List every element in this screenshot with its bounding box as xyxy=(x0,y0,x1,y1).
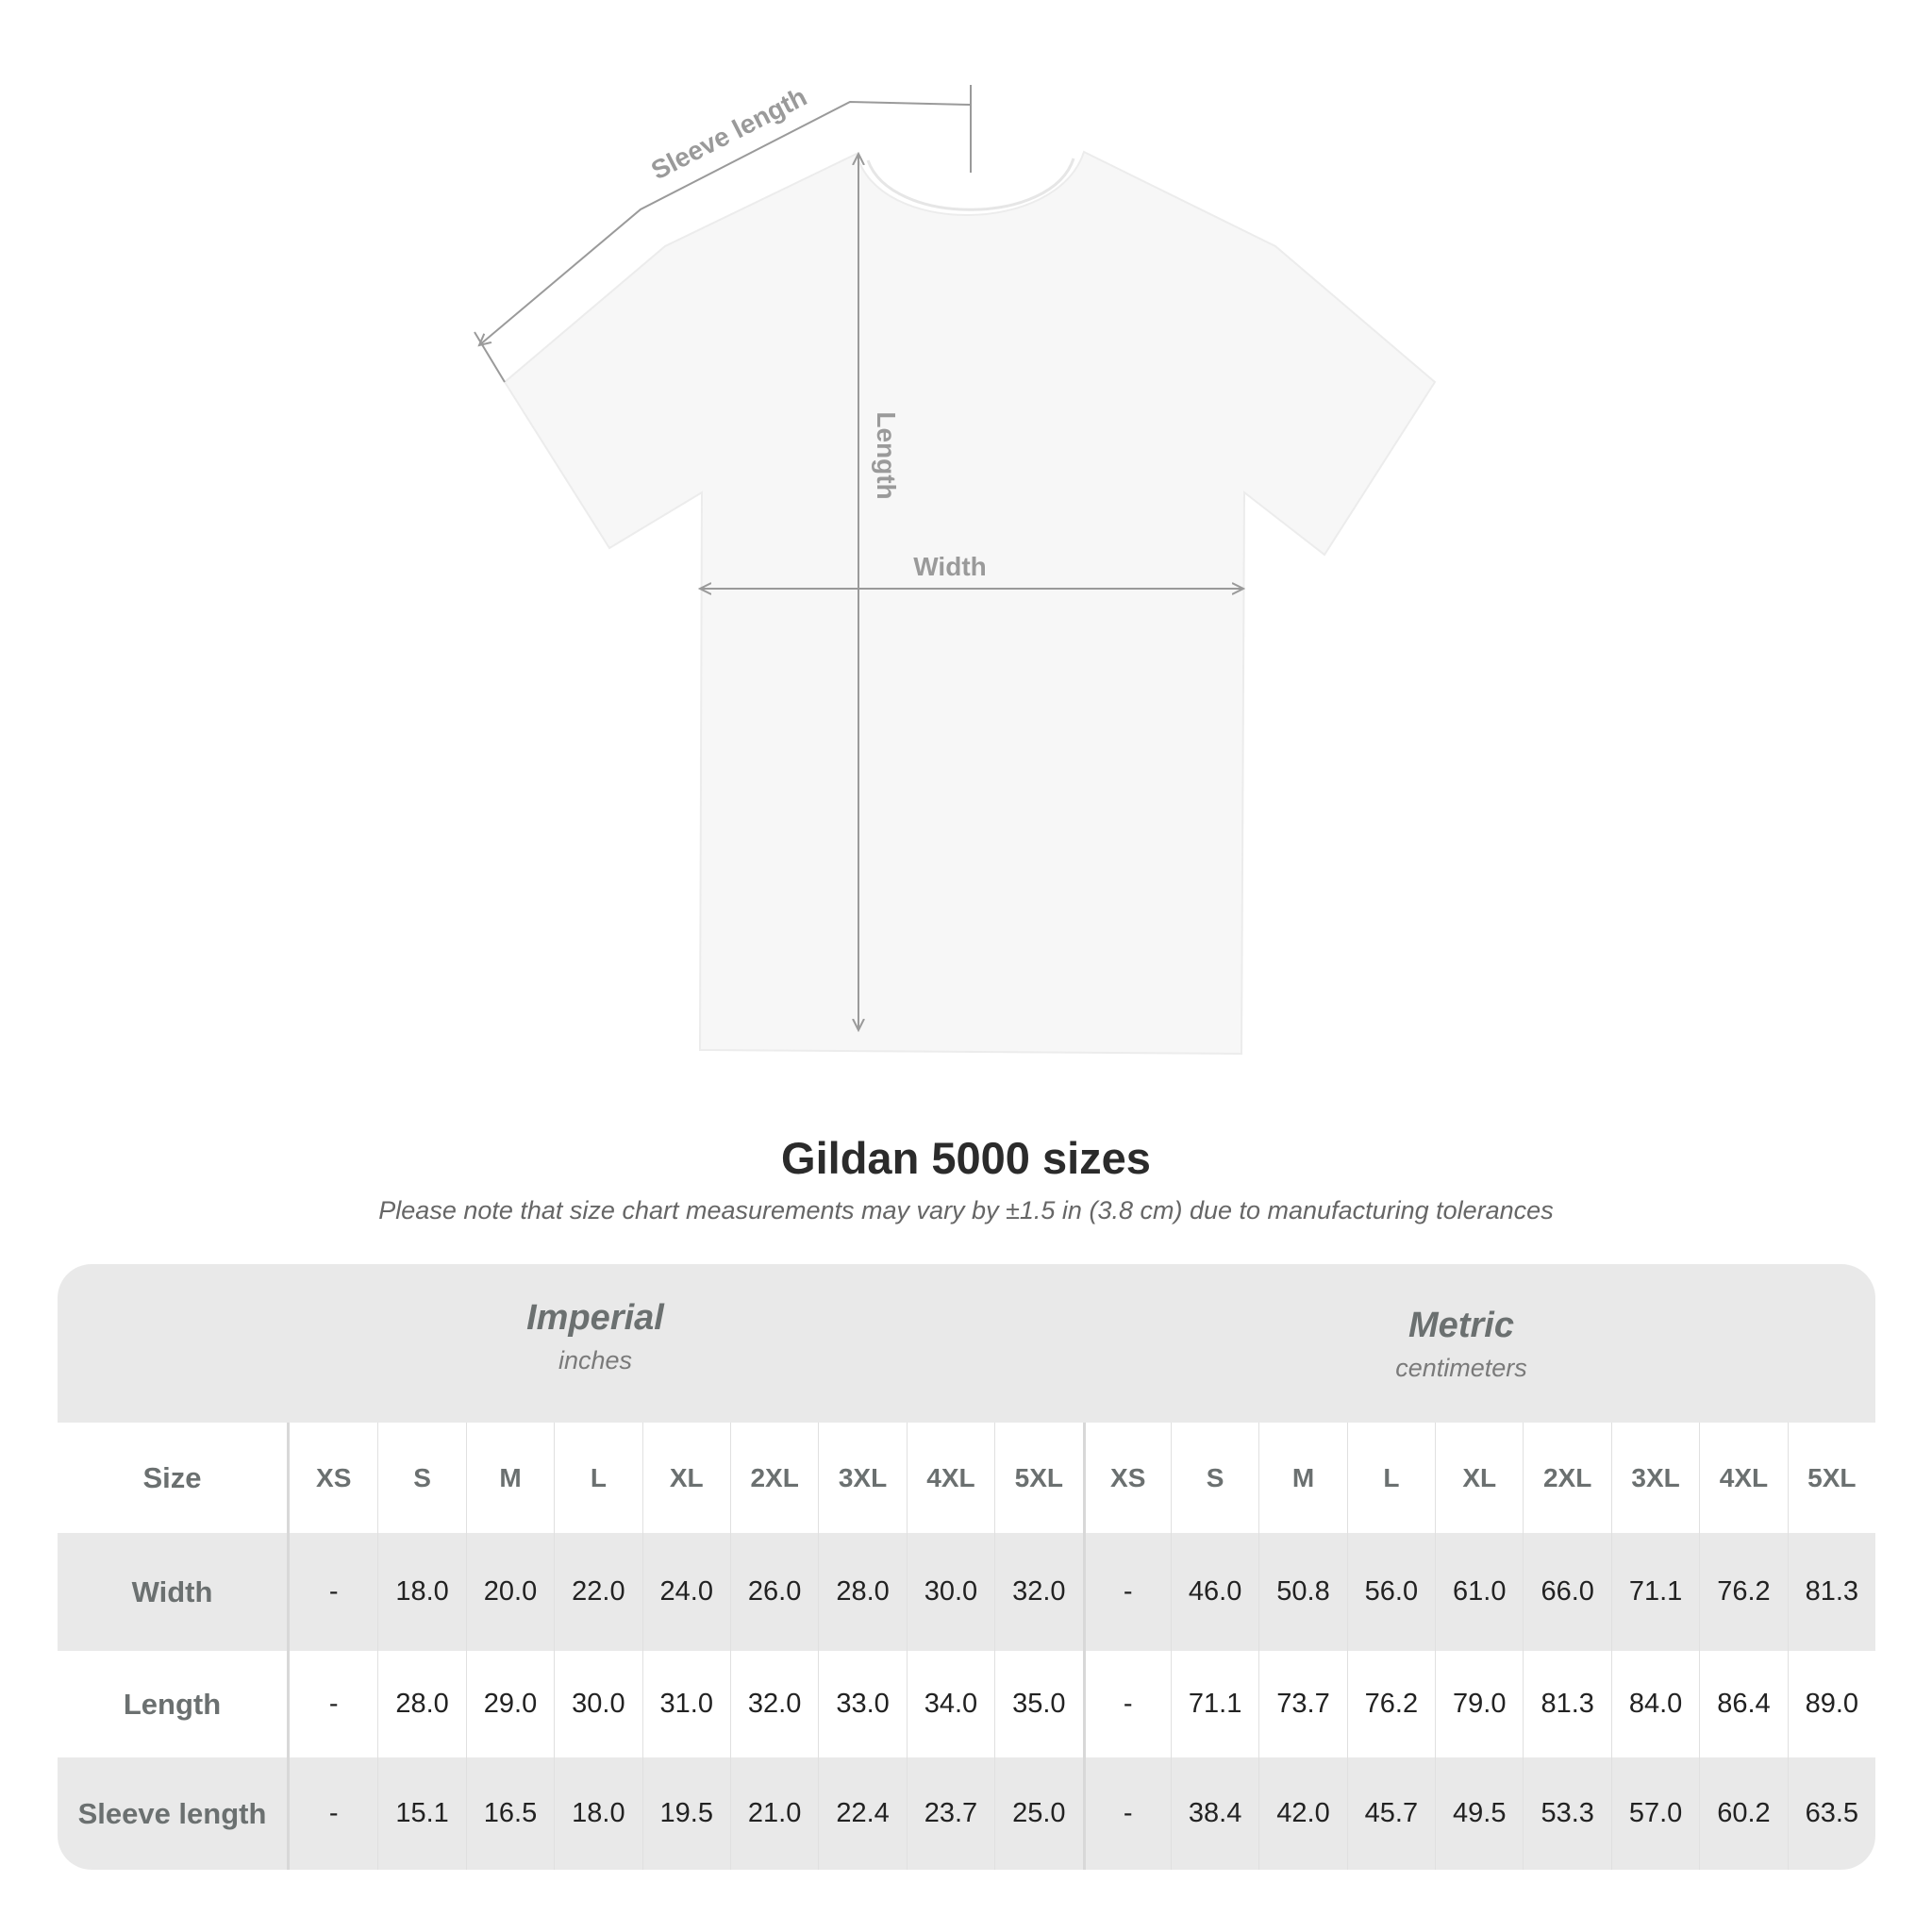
size-header-cell: 4XL xyxy=(906,1423,994,1533)
value-cell: 22.4 xyxy=(818,1757,906,1870)
value-cell: 86.4 xyxy=(1699,1651,1787,1757)
value-cell: 30.0 xyxy=(554,1651,641,1757)
value-cell: - xyxy=(328,1798,339,1828)
value-cell: 16.5 xyxy=(465,1757,554,1870)
value-cell: 50.8 xyxy=(1258,1533,1346,1651)
value-cell: 31.0 xyxy=(641,1651,730,1757)
size-header-cell: M xyxy=(1258,1423,1346,1533)
value-cell: 29.0 xyxy=(465,1651,554,1757)
table-row-width: Width -18.0 20.0 22.0 24.0 26.0 28.0 30.0 32.0-4… xyxy=(58,1533,1875,1651)
table-row-sleeve-length: Sleeve length - 15.1 16.5 18.0 19.5 21.0 22.4 23… xyxy=(58,1757,1875,1870)
size-header-cell: 3XL xyxy=(818,1423,906,1533)
size-header-cell: XL xyxy=(641,1423,730,1533)
value-cell: 26.0 xyxy=(729,1533,818,1651)
value-cell: 34.0 xyxy=(906,1651,994,1757)
value-cell: 71.1 xyxy=(1610,1533,1699,1651)
row-label: Width xyxy=(58,1533,290,1651)
table-row-length: Length -28.0 29.0 30.0 31.0 32.0 33.0 34.0 35.0-… xyxy=(58,1651,1875,1757)
value-cell: 38.4 xyxy=(1170,1757,1258,1870)
tolerance-note: Please note that size chart measurements… xyxy=(378,1196,1554,1224)
value-cell: - xyxy=(1082,1651,1171,1757)
value-cell: 20.0 xyxy=(465,1533,554,1651)
value-cell: 81.3 xyxy=(1523,1651,1610,1757)
size-header-cell: S xyxy=(1170,1423,1258,1533)
value-cell: 89.0 xyxy=(1787,1651,1875,1757)
value-cell: 35.0 xyxy=(994,1651,1082,1757)
value-cell: 22.0 xyxy=(554,1533,641,1651)
sleeve-length-line xyxy=(479,100,972,345)
value-cell: 32.0 xyxy=(994,1533,1082,1651)
size-header-cell: L xyxy=(554,1423,641,1533)
value-cell: 23.7 xyxy=(906,1757,994,1870)
size-header-cell: 4XL xyxy=(1699,1423,1787,1533)
value-cell: 18.0 xyxy=(554,1757,641,1870)
metric-unit: centimeters xyxy=(1395,1354,1527,1382)
value-cell: 61.0 xyxy=(1435,1533,1523,1651)
value-cell: 81.3 xyxy=(1787,1533,1875,1651)
size-header-cell: 2XL xyxy=(729,1423,818,1533)
value-cell: - xyxy=(1082,1533,1171,1651)
value-cell: 28.0 xyxy=(377,1651,465,1757)
size-header-cell: 2XL xyxy=(1523,1423,1610,1533)
value-cell: 60.2 xyxy=(1699,1757,1787,1870)
value-cell: 32.0 xyxy=(729,1651,818,1757)
width-label: Width xyxy=(913,552,987,581)
page-title: Gildan 5000 sizes xyxy=(781,1133,1151,1183)
value-cell: 18.0 xyxy=(377,1533,465,1651)
row-label: Size xyxy=(58,1423,290,1533)
metric-header: Metric centimeters xyxy=(1178,1306,1744,1383)
value-cell: 46.0 xyxy=(1170,1533,1258,1651)
size-header-cell: 5XL xyxy=(994,1423,1082,1533)
value-cell: 28.0 xyxy=(818,1533,906,1651)
size-header-cell: XS xyxy=(316,1462,352,1492)
value-cell: 30.0 xyxy=(906,1533,994,1651)
metric-title: Metric xyxy=(1408,1306,1514,1345)
size-header-cell: L xyxy=(1346,1423,1435,1533)
row-label: Sleeve length xyxy=(58,1757,290,1870)
value-cell: 49.5 xyxy=(1435,1757,1523,1870)
value-cell: 53.3 xyxy=(1523,1757,1610,1870)
size-header-cell: M xyxy=(465,1423,554,1533)
row-label: Length xyxy=(58,1651,290,1757)
imperial-unit: inches xyxy=(558,1346,633,1374)
value-cell: - xyxy=(328,1689,339,1719)
size-header-cell: XS xyxy=(1082,1423,1171,1533)
size-table: Imperial inches Metric centimeters Size X… xyxy=(58,1264,1875,1870)
value-cell: 15.1 xyxy=(377,1757,465,1870)
size-header-cell: S xyxy=(377,1423,465,1533)
value-cell: 21.0 xyxy=(729,1757,818,1870)
tshirt-shape xyxy=(503,150,1437,1056)
length-label: Length xyxy=(872,411,901,499)
imperial-header: Imperial inches xyxy=(312,1298,878,1375)
size-header-row: Size XS S M L XL 2XL 3XL 4XL 5XL XS S M L XL 2XL 3XL 4XL 5… xyxy=(58,1423,1875,1533)
value-cell: 33.0 xyxy=(818,1651,906,1757)
value-cell: - xyxy=(328,1576,339,1607)
value-cell: 45.7 xyxy=(1346,1757,1435,1870)
value-cell: 73.7 xyxy=(1258,1651,1346,1757)
size-header-cell: XL xyxy=(1435,1423,1523,1533)
tshirt-diagram: Width Length Sleeve length xyxy=(474,82,1437,1056)
value-cell: - xyxy=(1082,1757,1171,1870)
value-cell: 24.0 xyxy=(641,1533,730,1651)
value-cell: 42.0 xyxy=(1258,1757,1346,1870)
value-cell: 79.0 xyxy=(1435,1651,1523,1757)
value-cell: 19.5 xyxy=(641,1757,730,1870)
value-cell: 76.2 xyxy=(1346,1651,1435,1757)
value-cell: 63.5 xyxy=(1787,1757,1875,1870)
imperial-title: Imperial xyxy=(526,1298,664,1338)
value-cell: 71.1 xyxy=(1170,1651,1258,1757)
value-cell: 84.0 xyxy=(1610,1651,1699,1757)
value-cell: 25.0 xyxy=(994,1757,1082,1870)
value-cell: 66.0 xyxy=(1523,1533,1610,1651)
value-cell: 56.0 xyxy=(1346,1533,1435,1651)
value-cell: 76.2 xyxy=(1699,1533,1787,1651)
value-cell: 57.0 xyxy=(1610,1757,1699,1870)
size-header-cell: 5XL xyxy=(1787,1423,1875,1533)
size-header-cell: 3XL xyxy=(1610,1423,1699,1533)
